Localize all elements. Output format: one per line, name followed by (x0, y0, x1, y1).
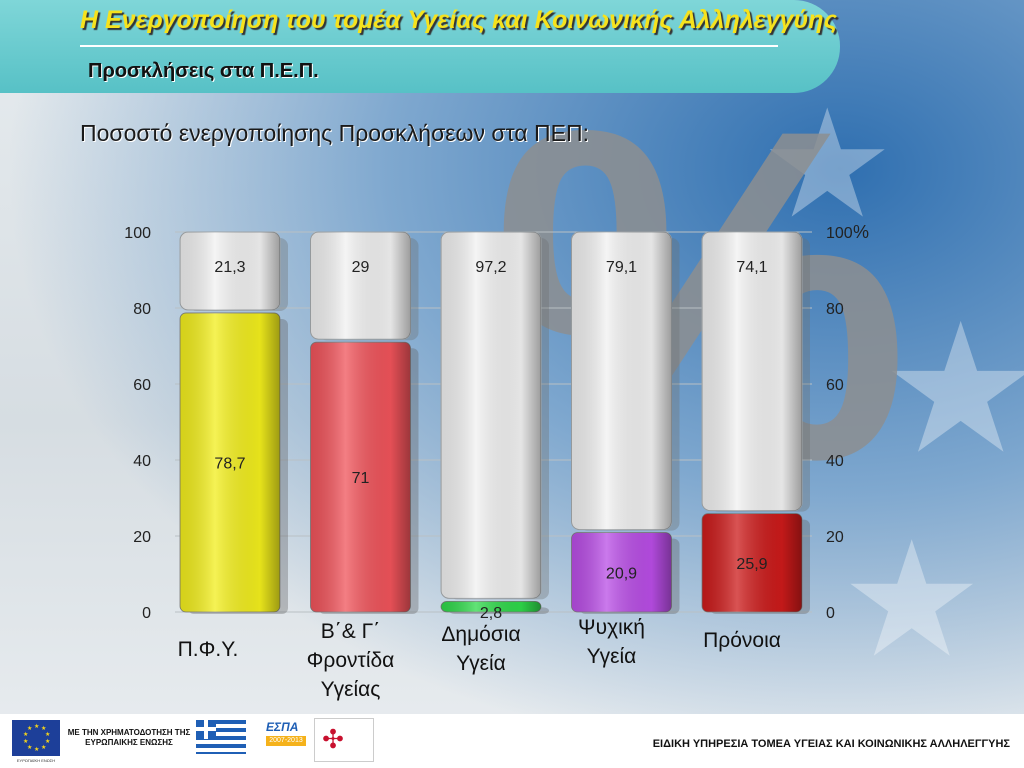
category-label: Δημόσια (441, 623, 520, 646)
category-label: Π.Φ.Υ. (178, 638, 239, 661)
svg-text:★: ★ (41, 725, 46, 732)
espa-logo-text: ΕΣΠΑ (266, 720, 299, 734)
greek-flag-icon (196, 720, 246, 754)
svg-text:★: ★ (45, 731, 50, 738)
y-tick-label-right: 0 (826, 605, 835, 622)
y-tick-label-right: 20 (826, 529, 844, 546)
bar-remainder-highlight (180, 232, 280, 310)
agency-name: ΕΙΔΙΚΗ ΥΠΗΡΕΣΙΑ ΤΟΜΕΑ ΥΓΕΙΑΣ ΚΑΙ ΚΟΙΝΩΝΙ… (652, 738, 1010, 750)
data-label: 78,7 (214, 455, 245, 472)
data-label: 21,3 (214, 259, 245, 276)
svg-text:★: ★ (23, 731, 28, 738)
svg-text:★: ★ (45, 738, 50, 745)
category-label: Φροντίδα (307, 649, 395, 672)
data-label: 71 (352, 470, 370, 487)
header-divider (80, 45, 778, 47)
compass-icon: ✣ (322, 724, 344, 754)
slide-subtitle: Προσκλήσεις στα Π.Ε.Π. (88, 60, 319, 82)
espa-logo-years: 2007-2013 (266, 736, 306, 746)
axes: 0 20 40 60 80 100 0 20 40 60 80 100% (124, 222, 869, 622)
y-tick-label-right: 60 (826, 377, 844, 394)
bar-main-highlight (310, 342, 411, 612)
espa-logo: ΕΣΠΑ 2007-2013 (252, 720, 307, 754)
category-labels: Π.Φ.Υ. Β΄& Γ΄ Φροντίδα Υγείας Δημόσια Υγεία Ψυ… (178, 616, 781, 701)
svg-text:★: ★ (34, 746, 39, 753)
data-label: 74,1 (736, 259, 767, 276)
data-label: 29 (352, 259, 370, 276)
bar-remainder-highlight (310, 232, 411, 340)
bar-main-highlight (441, 601, 541, 612)
svg-text:★: ★ (27, 744, 32, 751)
eu-flag-icon: ★ ★ ★ ★ ★ ★ ★ ★ ★ ★ (12, 720, 60, 756)
y-tick-label-left: 60 (133, 377, 151, 394)
y-tick-label-right: 40 (826, 453, 844, 470)
data-label: 20,9 (606, 565, 637, 582)
y-tick-label-left: 0 (142, 605, 151, 622)
category-label: Υγείας (321, 678, 381, 701)
bar-remainder-highlight (571, 232, 672, 530)
category-label: Υγεία (587, 645, 637, 668)
star-icon: ★ (880, 285, 1024, 494)
percent-watermark: % (492, 32, 910, 557)
y-tick-label-left: 100 (124, 225, 151, 242)
svg-text:★: ★ (41, 744, 46, 751)
category-label: Πρόνοια (703, 629, 781, 652)
bar-main-highlight (571, 532, 672, 612)
bar-main-highlight (180, 312, 280, 612)
y-tick-label-left: 80 (133, 301, 151, 318)
category-label: Υγεία (456, 652, 506, 675)
y-tick-label-right: 100 (826, 225, 853, 242)
svg-text:★: ★ (27, 725, 32, 732)
chart-heading: Ποσοστό ενεργοποίησης Προσκλήσεων στα ΠΕ… (80, 120, 589, 146)
slide-title: Η Ενεργοποίηση του τομέα Υγείας και Κοιν… (80, 6, 837, 34)
category-label: Β΄& Γ΄ (321, 620, 380, 643)
y-axis-unit: % (853, 222, 869, 242)
funding-text: ΜΕ ΤΗΝ ΧΡΗΜΑΤΟΔΟΤΗΣΗ ΤΗΣ ΕΥΡΩΠΑΙΚΗΣ ΕΝΩΣ… (67, 728, 191, 747)
bar-main-highlight (702, 513, 802, 612)
eu-flag-caption: ΕΥΡΩΠΑΪΚΗ ΕΝΩΣΗ (16, 758, 56, 763)
bar-remainder-highlight (702, 232, 802, 511)
footer: ★ ★ ★ ★ ★ ★ ★ ★ ★ ★ ΕΥΡΩΠΑΪΚΗ ΕΝΩΣΗ ΜΕ ΤΗΝ ΧΡΗ… (0, 714, 1024, 768)
svg-text:★: ★ (34, 723, 39, 730)
star-icon: ★ (840, 506, 984, 693)
value-labels: 78,7 21,3 71 29 2,8 97,2 20,9 79,1 25,9 74,1 (214, 259, 767, 622)
operational-program-logo: ✣ (314, 718, 374, 762)
data-label: 25,9 (736, 556, 767, 573)
y-tick-label-left: 40 (133, 453, 151, 470)
bars (179, 231, 810, 614)
data-label: 97,2 (475, 259, 506, 276)
svg-text:★: ★ (23, 738, 28, 745)
data-label: 79,1 (606, 259, 637, 276)
bar-remainder-highlight (441, 232, 541, 599)
category-label: Ψυχική (578, 616, 645, 639)
star-icon: ★ (760, 78, 895, 252)
y-tick-label-right: 80 (826, 301, 844, 318)
stacked-bar-chart: 78,7 21,3 71 29 2,8 97,2 20,9 79,1 25,9 74,1 0 20 4… (124, 222, 869, 701)
y-tick-label-left: 20 (133, 529, 151, 546)
header-banner: Η Ενεργοποίηση του τομέα Υγείας και Κοιν… (0, 0, 840, 93)
data-label: 2,8 (480, 605, 502, 622)
